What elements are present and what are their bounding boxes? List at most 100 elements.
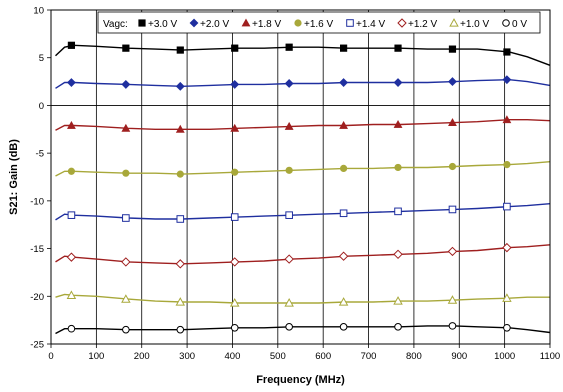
data-point-1-4-V — [339, 209, 348, 218]
data-point-3-0-V — [67, 41, 76, 49]
data-point-2-0-V — [284, 79, 294, 88]
data-point-3-0-V — [448, 45, 457, 53]
data-point-1-4-V — [394, 207, 402, 216]
legend-marker — [346, 19, 354, 27]
data-point-1-0-V — [229, 298, 240, 307]
legend: Vagc: +3.0 V +2.0 V +1.8 V +1.6 V +1.4 V +1.2… — [97, 11, 541, 34]
x-tick-label: 800 — [406, 351, 422, 362]
data-point-1-4-V — [122, 214, 130, 222]
data-point-1-4-V — [230, 213, 239, 221]
legend-item: +1.2 V — [397, 18, 438, 30]
data-point-1-8-V — [175, 124, 185, 133]
legend-label: +1.0 V — [460, 19, 490, 30]
data-point-3-0-V — [503, 48, 511, 56]
y-tick-label: 5 — [39, 53, 44, 64]
data-point-1-2-V — [66, 252, 77, 262]
data-point-3-0-V — [231, 44, 239, 52]
data-point-1-2-V — [502, 242, 512, 253]
y-tick-label: -25 — [30, 340, 44, 351]
y-axis-label: S21: Gain (dB) — [8, 139, 20, 215]
legend-label: +3.0 V — [148, 19, 178, 30]
x-tick-label: 100 — [88, 351, 104, 362]
data-point-3-0-V — [339, 44, 348, 52]
legend-marker — [241, 18, 251, 27]
data-point-1-0-V — [66, 290, 77, 299]
data-point-1-8-V — [393, 119, 403, 128]
data-point-0-V — [230, 323, 239, 332]
x-tick-label: 0 — [48, 351, 53, 362]
legend-label: +1.2 V — [408, 19, 438, 30]
data-point-1-6-V — [503, 160, 511, 169]
data-point-0-V — [448, 322, 457, 330]
legend-marker — [449, 18, 459, 27]
series-line-1-2-V — [55, 244, 551, 265]
axis-ticks: 0 100 200 300 400 500 600 700 800 900 1000 1100 10 5 0… — [30, 6, 560, 363]
data-point-1-6-V — [339, 164, 348, 173]
data-point-1-6-V — [394, 163, 402, 172]
data-point-0-V — [285, 323, 293, 331]
legend-label: +1.6 V — [304, 19, 334, 30]
y-tick-label: -5 — [36, 149, 44, 160]
data-point-1-4-V — [285, 211, 293, 219]
data-point-1-0-V — [338, 297, 349, 306]
data-point-1-6-V — [122, 169, 130, 177]
data-point-1-8-V — [121, 123, 131, 132]
data-point-2-0-V — [393, 78, 403, 87]
data-point-1-2-V — [230, 257, 240, 267]
x-tick-label: 400 — [225, 351, 241, 362]
data-point-1-2-V — [284, 254, 294, 264]
x-tick-label: 300 — [179, 351, 195, 362]
legend-item: +3.0 V — [138, 19, 178, 30]
legend-label: 0 V — [512, 19, 527, 30]
data-point-0-V — [176, 325, 185, 334]
data-point-2-0-V — [502, 75, 512, 85]
x-tick-label: 1100 — [540, 351, 560, 362]
y-tick-label: 10 — [33, 6, 44, 17]
data-point-2-0-V — [121, 80, 131, 89]
data-point-2-0-V — [339, 78, 349, 87]
legend-item: +1.0 V — [449, 18, 490, 30]
x-tick-label: 700 — [361, 351, 377, 362]
data-point-3-0-V — [176, 46, 184, 54]
data-point-1-2-V — [175, 259, 185, 269]
data-point-2-0-V — [66, 78, 76, 87]
data-point-2-0-V — [448, 77, 457, 86]
data-point-1-8-V — [339, 120, 349, 129]
legend-marker — [138, 19, 146, 27]
data-point-3-0-V — [285, 43, 293, 51]
data-point-2-0-V — [175, 81, 185, 91]
data-point-1-6-V — [231, 168, 239, 176]
data-point-1-6-V — [176, 170, 184, 178]
legend-item: +1.6 V — [294, 19, 334, 30]
legend-item: +2.0 V — [189, 18, 230, 30]
x-tick-label: 900 — [451, 351, 467, 362]
data-point-1-0-V — [393, 296, 403, 305]
series-line-3-0-V — [55, 44, 551, 66]
data-point-1-8-V — [284, 121, 294, 130]
y-tick-label: -10 — [30, 196, 44, 207]
data-point-1-4-V — [448, 205, 457, 214]
data-point-0-V — [394, 323, 402, 331]
data-point-1-4-V — [503, 202, 511, 211]
data-point-0-V — [503, 323, 511, 332]
legend-items: +3.0 V +2.0 V +1.8 V +1.6 V +1.4 V +1.2 V +1.0… — [138, 18, 527, 30]
legend-box — [97, 11, 541, 34]
data-point-3-0-V — [394, 44, 402, 52]
legend-marker — [397, 18, 407, 28]
legend-item: +1.4 V — [346, 19, 386, 30]
data-point-1-8-V — [230, 123, 240, 132]
series-markers — [66, 41, 512, 334]
x-tick-label: 200 — [134, 351, 150, 362]
y-tick-label: 0 — [39, 101, 44, 112]
x-tick-label: 500 — [270, 351, 286, 362]
data-point-1-2-V — [121, 257, 131, 267]
series-line-1-8-V — [55, 118, 551, 131]
legend-label: +1.8 V — [252, 19, 282, 30]
data-point-0-V — [339, 323, 348, 331]
plot-frame — [50, 9, 551, 345]
data-point-1-0-V — [175, 297, 186, 306]
data-point-1-2-V — [447, 246, 458, 257]
data-point-1-8-V — [502, 115, 512, 124]
legend-marker — [294, 19, 302, 27]
series-line-1-4-V — [55, 203, 551, 221]
